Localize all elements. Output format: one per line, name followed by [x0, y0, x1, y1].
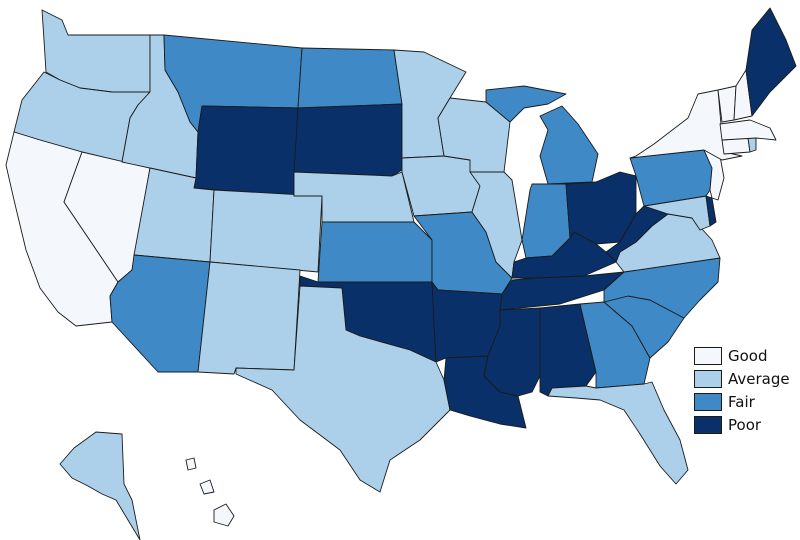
state-WY[interactable]	[193, 105, 299, 197]
state-ND[interactable]	[297, 47, 403, 109]
state-WV[interactable]	[605, 205, 669, 263]
state-IA[interactable]	[401, 155, 481, 217]
legend-label-average: Average	[728, 369, 790, 388]
legend-item: Average	[694, 367, 798, 390]
states-layer	[5, 7, 797, 540]
legend-swatch-fair	[694, 392, 722, 411]
state-NM[interactable]	[197, 261, 301, 375]
state-TX[interactable]	[235, 285, 451, 493]
legend-item: Good	[694, 344, 798, 367]
legend-item: Poor	[694, 413, 798, 436]
state-CT[interactable]	[721, 137, 751, 155]
state-DE[interactable]	[705, 195, 717, 227]
legend-swatch-average	[694, 369, 722, 388]
legend-label-good: Good	[728, 346, 768, 365]
map-legend: Good Average Fair Poor	[694, 344, 798, 436]
state-NC[interactable]	[603, 257, 721, 319]
legend-swatch-good	[694, 346, 722, 365]
state-SD[interactable]	[293, 103, 403, 177]
state-HI[interactable]	[185, 457, 235, 527]
legend-label-fair: Fair	[728, 392, 755, 411]
state-AK[interactable]	[59, 431, 141, 540]
state-CO[interactable]	[209, 189, 323, 273]
legend-item: Fair	[694, 390, 798, 413]
state-MA[interactable]	[719, 119, 777, 141]
state-FL[interactable]	[547, 381, 689, 485]
state-ME[interactable]	[745, 7, 797, 117]
state-KS[interactable]	[317, 221, 433, 283]
legend-swatch-poor	[694, 415, 722, 434]
legend-label-poor: Poor	[728, 415, 762, 434]
state-TN[interactable]	[499, 271, 625, 311]
